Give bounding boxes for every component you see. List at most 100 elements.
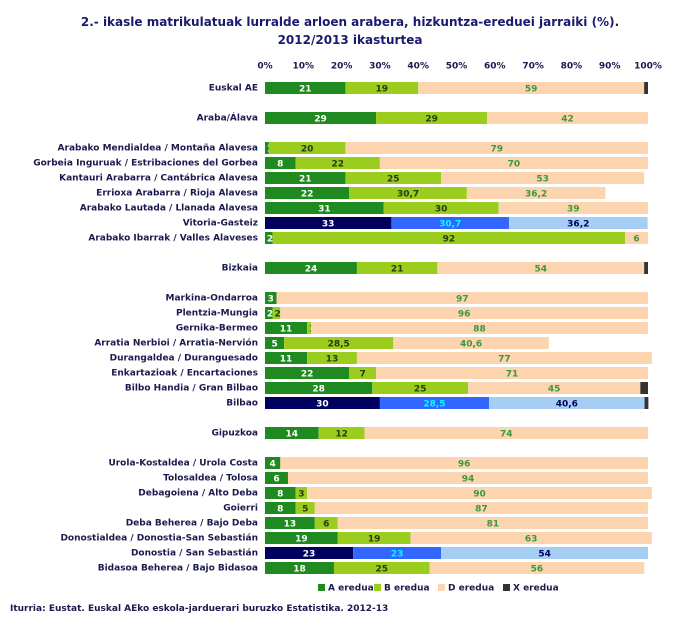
bar-segment xyxy=(265,82,346,94)
data-label: 20 xyxy=(301,145,314,155)
bar-segment xyxy=(265,142,269,154)
bar-segment xyxy=(467,382,641,394)
x-tick-label: 90% xyxy=(599,62,621,72)
x-tick-label: 60% xyxy=(484,62,506,72)
bar-segment xyxy=(265,202,384,214)
category-label: Gernika-Bermeo xyxy=(176,324,258,334)
data-label: 71 xyxy=(506,370,519,380)
bar-segment xyxy=(644,397,649,409)
bar-segment xyxy=(356,262,438,274)
category-label: Arratia Nerbioi / Arratia-Nervión xyxy=(94,338,258,349)
bar-segment xyxy=(383,202,499,214)
data-label: 30,7 xyxy=(439,220,461,230)
category-label: Durangaldea / Duranguesado xyxy=(110,354,258,364)
bar-segment xyxy=(307,487,652,499)
category-label: Arabako Ibarrak / Valles Alaveses xyxy=(88,234,258,244)
data-label: 33 xyxy=(322,220,335,230)
bar-segment xyxy=(272,307,281,319)
data-label: 8 xyxy=(277,160,283,170)
legend-label: X eredua xyxy=(513,584,559,594)
bar-segment xyxy=(307,322,311,334)
data-label: 13 xyxy=(284,520,297,530)
category-label: Arabako Mendialdea / Montaña Alavesa xyxy=(58,144,258,154)
data-label: 3 xyxy=(298,490,304,500)
data-label: 30 xyxy=(435,205,448,215)
category-label: Bizkaia xyxy=(222,264,258,274)
bar-segment xyxy=(265,427,319,439)
bar-segment xyxy=(318,427,365,439)
category-label: Debagoiena / Alto Deba xyxy=(138,489,258,499)
data-label: 12 xyxy=(335,430,348,440)
category-label: Enkartazioak / Encartaciones xyxy=(111,369,258,379)
category-label: Tolosaldea / Tolosa xyxy=(163,474,258,484)
bar-segment xyxy=(487,112,648,124)
bar-segment xyxy=(265,562,334,574)
bar-segment xyxy=(345,142,648,154)
data-label: 94 xyxy=(462,475,475,485)
bar-segment xyxy=(265,457,281,469)
bar-segment xyxy=(441,172,645,184)
legend-label: A eredua xyxy=(328,584,374,594)
bar-segment xyxy=(337,532,411,544)
bar-segment xyxy=(265,172,346,184)
data-label: 39 xyxy=(567,205,580,215)
x-tick-label: 10% xyxy=(293,62,315,72)
data-label: 11 xyxy=(280,355,293,365)
x-tick-label: 80% xyxy=(561,62,583,72)
data-label: 29 xyxy=(314,115,327,125)
category-label: Goierri xyxy=(223,504,258,514)
data-label: 97 xyxy=(456,295,469,305)
data-label: 31 xyxy=(318,205,331,215)
data-label: 21 xyxy=(391,265,404,275)
bar-segment xyxy=(345,172,442,184)
bar-segment xyxy=(265,262,357,274)
data-label: 40,6 xyxy=(556,400,578,410)
bar-segment xyxy=(372,382,468,394)
category-label: Urola-Kostaldea / Urola Costa xyxy=(108,459,258,469)
bar-segment xyxy=(356,352,652,364)
bar-segment xyxy=(265,517,315,529)
bar-segment xyxy=(276,292,648,304)
bar-segment xyxy=(265,352,308,364)
data-label: 25 xyxy=(387,175,400,185)
category-label: Araba/Álava xyxy=(197,112,258,124)
legend-swatch xyxy=(503,584,510,591)
category-label: Bilbao xyxy=(226,399,258,409)
bar-segment xyxy=(379,397,490,409)
data-label: 90 xyxy=(473,490,486,500)
data-label: 74 xyxy=(500,430,513,440)
bar-segment xyxy=(314,502,648,514)
data-label: 6 xyxy=(273,475,279,485)
data-label: 2 xyxy=(267,235,273,245)
category-label: Donostialdea / Donostia-San Sebastián xyxy=(60,534,258,544)
bar-segment xyxy=(644,82,648,94)
data-label: 8 xyxy=(277,490,283,500)
category-label: Kantauri Arabarra / Cantábrica Alavesa xyxy=(59,174,258,184)
data-label: 19 xyxy=(295,535,308,545)
category-label: Errioxa Arabarra / Rioja Alavesa xyxy=(96,189,258,199)
data-label: 2 xyxy=(267,310,273,320)
data-label: 54 xyxy=(534,265,547,275)
bar-segment xyxy=(498,202,648,214)
bar-segment xyxy=(284,337,394,349)
data-label: 28 xyxy=(312,385,325,395)
data-label: 25 xyxy=(376,565,389,575)
data-label: 79 xyxy=(490,145,503,155)
category-label: Euskal AE xyxy=(209,84,258,94)
bar-segment xyxy=(376,112,488,124)
legend-swatch xyxy=(374,584,381,591)
data-label: 56 xyxy=(531,565,544,575)
category-label: Vitoria-Gasteiz xyxy=(183,219,258,229)
data-label: 40,6 xyxy=(460,340,482,350)
data-label: 22 xyxy=(301,370,314,380)
bar-segment xyxy=(353,547,442,559)
data-label: 21 xyxy=(299,85,312,95)
data-label: 54 xyxy=(538,550,551,560)
bar-segment xyxy=(410,532,652,544)
bar-segment xyxy=(265,322,308,334)
data-label: 25 xyxy=(414,385,427,395)
x-tick-label: 100% xyxy=(634,62,662,72)
data-label: 53 xyxy=(536,175,549,185)
data-label: 63 xyxy=(525,535,538,545)
